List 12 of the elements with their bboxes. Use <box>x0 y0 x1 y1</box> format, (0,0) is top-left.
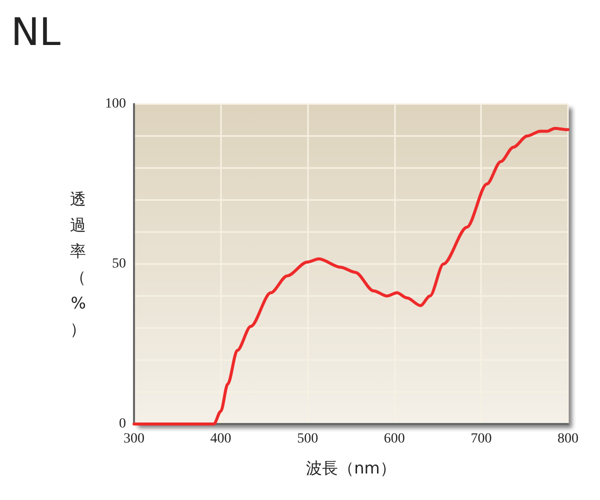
x-tick-label: 600 <box>384 432 405 446</box>
y-axis-title: 透過率（%） <box>70 190 86 338</box>
chart-title: NL <box>11 10 61 54</box>
y-tick-label: 100 <box>105 96 126 112</box>
x-tick-label: 700 <box>470 432 492 446</box>
x-tick-label: 800 <box>558 432 578 446</box>
y-tick-label: 50 <box>112 256 126 272</box>
x-tick-label: 500 <box>297 432 318 446</box>
x-tick-label: 300 <box>124 432 144 446</box>
y-tick-label: 0 <box>119 416 126 432</box>
x-axis-title: 波長（nm） <box>306 458 396 478</box>
x-tick-label: 400 <box>210 432 232 446</box>
